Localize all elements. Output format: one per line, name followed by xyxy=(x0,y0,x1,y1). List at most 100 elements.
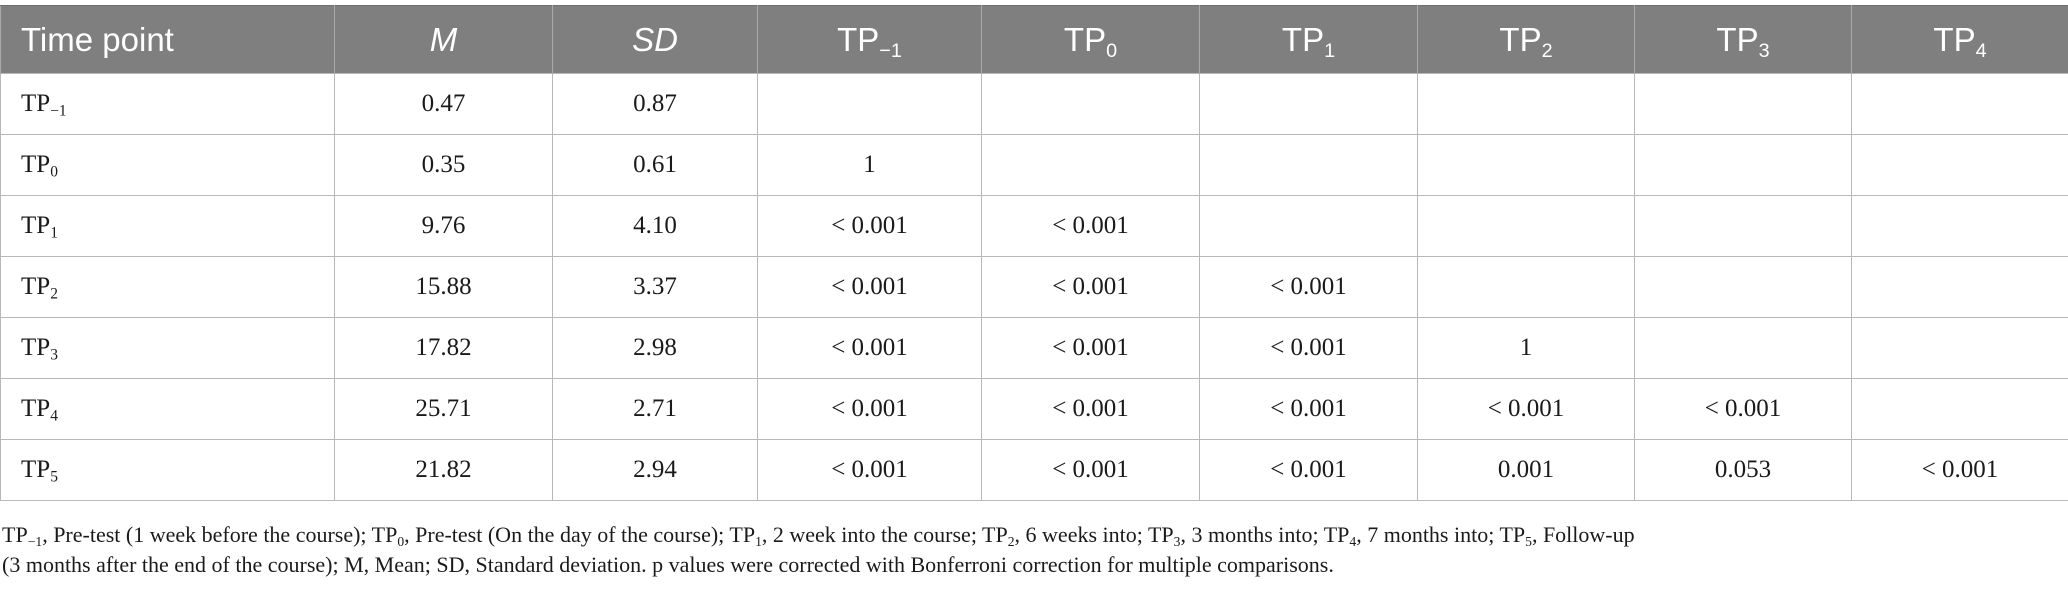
cell-p-value: < 0.001 xyxy=(981,439,1200,501)
footnote-term-sub: 5 xyxy=(1525,533,1532,549)
footnote-term-text: , 6 weeks into; xyxy=(1014,522,1148,547)
row-time-point: TP4 xyxy=(0,378,335,440)
results-table-container: Time point M SD TP−1 TP0 TP1 TP2 TP3 TP4… xyxy=(0,5,2068,501)
table-row: TP5 21.82 2.94 < 0.001 < 0.001 < 0.001 0.001 0.… xyxy=(0,439,2068,501)
footnote-term-base: TP xyxy=(2,522,28,547)
cell-p-value: 0.001 xyxy=(1417,439,1635,501)
cell-p-value xyxy=(1851,73,2068,135)
header-tp-base: TP xyxy=(1716,20,1759,58)
header-time-point: Time point xyxy=(0,5,335,74)
footnote-term-text: , Follow-up xyxy=(1531,522,1635,547)
cell-p-value: < 0.001 xyxy=(757,256,982,318)
cell-p-value: < 0.001 xyxy=(1199,378,1418,440)
row-time-point-base: TP xyxy=(21,395,51,422)
cell-p-value xyxy=(1851,134,2068,196)
cell-p-value: < 0.001 xyxy=(757,195,982,257)
table-row: TP1 9.76 4.10 < 0.001 < 0.001 xyxy=(0,195,2068,257)
cell-p-value: < 0.001 xyxy=(757,378,982,440)
header-tp-base: TP xyxy=(1933,20,1976,58)
header-sd: SD xyxy=(552,5,758,74)
cell-p-value xyxy=(1634,134,1852,196)
header-tp-col: TP−1 xyxy=(757,5,982,74)
header-tp-sub: −1 xyxy=(879,39,902,62)
row-time-point: TP0 xyxy=(0,134,335,196)
footnote-line-1: TP−1, Pre-test (1 week before the course… xyxy=(2,520,2062,550)
cell-p-value: < 0.001 xyxy=(1634,378,1852,440)
cell-sd: 2.98 xyxy=(552,317,758,379)
cell-sd: 3.37 xyxy=(552,256,758,318)
cell-p-value: < 0.001 xyxy=(1851,439,2068,501)
footnote-term-text: , 3 months into; xyxy=(1180,522,1324,547)
cell-sd: 2.71 xyxy=(552,378,758,440)
cell-p-value xyxy=(1199,195,1418,257)
row-time-point: TP1 xyxy=(0,195,335,257)
cell-p-value: < 0.001 xyxy=(1199,317,1418,379)
footnote-term-base: TP xyxy=(982,522,1008,547)
table-row: TP4 25.71 2.71 < 0.001 < 0.001 < 0.001 < 0.001… xyxy=(0,378,2068,440)
header-mean: M xyxy=(334,5,553,74)
cell-p-value xyxy=(1634,317,1852,379)
row-time-point-sub: 3 xyxy=(50,346,58,364)
footnote-term-sub: −1 xyxy=(27,533,43,549)
footnote-term-text: , Pre-test (On the day of the course); xyxy=(404,522,730,547)
cell-mean: 15.88 xyxy=(334,256,553,318)
header-tp-base: TP xyxy=(837,20,880,58)
footnote-term-sub: 1 xyxy=(755,533,762,549)
row-time-point-base: TP xyxy=(21,151,51,178)
table-footnote: TP−1, Pre-test (1 week before the course… xyxy=(0,520,2062,580)
row-time-point: TP−1 xyxy=(0,73,335,135)
cell-p-value xyxy=(1199,134,1418,196)
header-tp-base: TP xyxy=(1281,20,1325,58)
header-tp-base: TP xyxy=(1063,20,1107,58)
cell-sd: 0.87 xyxy=(552,73,758,135)
cell-p-value: < 0.001 xyxy=(1199,439,1418,501)
footnote-term-sub: 3 xyxy=(1173,533,1181,549)
table-row: TP2 15.88 3.37 < 0.001 < 0.001 < 0.001 xyxy=(0,256,2068,318)
cell-p-value xyxy=(1851,317,2068,379)
cell-p-value xyxy=(1634,73,1852,135)
cell-p-value xyxy=(1634,256,1852,318)
cell-mean: 0.35 xyxy=(334,134,553,196)
footnote-term-base: TP xyxy=(1499,522,1526,547)
header-tp-col: TP0 xyxy=(981,5,1200,74)
header-tp-sub: 0 xyxy=(1106,39,1118,62)
table-body: TP−1 0.47 0.87 TP0 0.35 0.61 1 TP1 9.76 4.10 < 0.0… xyxy=(0,73,2068,501)
cell-mean: 9.76 xyxy=(334,195,553,257)
cell-p-value: < 0.001 xyxy=(1199,256,1418,318)
row-time-point-sub: 5 xyxy=(50,468,58,486)
table-header-row: Time point M SD TP−1 TP0 TP1 TP2 TP3 TP4 xyxy=(0,5,2068,74)
footnote-term-base: TP xyxy=(371,522,398,547)
row-time-point-base: TP xyxy=(21,90,51,117)
cell-p-value: 0.053 xyxy=(1634,439,1852,501)
cell-p-value: < 0.001 xyxy=(1417,378,1635,440)
footnote-term-sub: 0 xyxy=(397,533,405,549)
cell-p-value: 1 xyxy=(1417,317,1635,379)
footnote-term-base: TP xyxy=(1147,522,1174,547)
cell-mean: 0.47 xyxy=(334,73,553,135)
cell-p-value xyxy=(757,73,982,135)
cell-p-value xyxy=(1417,256,1635,318)
pairwise-comparison-table: Time point M SD TP−1 TP0 TP1 TP2 TP3 TP4… xyxy=(0,5,2068,501)
header-tp-col: TP2 xyxy=(1417,5,1635,74)
cell-p-value: < 0.001 xyxy=(981,317,1200,379)
footnote-term-sub: 2 xyxy=(1007,533,1015,549)
row-time-point: TP2 xyxy=(0,256,335,318)
footnote-term-text: , 2 week into the course; xyxy=(761,522,983,547)
header-tp-sub: 4 xyxy=(1975,39,1987,62)
cell-mean: 25.71 xyxy=(334,378,553,440)
cell-p-value: < 0.001 xyxy=(757,439,982,501)
header-tp-sub: 2 xyxy=(1541,39,1553,62)
cell-mean: 21.82 xyxy=(334,439,553,501)
cell-p-value xyxy=(1851,256,2068,318)
cell-p-value xyxy=(981,134,1200,196)
footnote-term-text: , 7 months into; xyxy=(1356,522,1500,547)
cell-p-value xyxy=(1417,73,1635,135)
footnote-line-2: (3 months after the end of the course); … xyxy=(2,552,1334,577)
footnote-term-sub: 4 xyxy=(1349,533,1357,549)
cell-p-value xyxy=(1851,378,2068,440)
footnote-term-text: , Pre-test (1 week before the course); xyxy=(42,522,372,547)
cell-p-value xyxy=(1417,134,1635,196)
table-row: TP3 17.82 2.98 < 0.001 < 0.001 < 0.001 1 xyxy=(0,317,2068,379)
header-tp-sub: 3 xyxy=(1758,39,1770,62)
row-time-point-base: TP xyxy=(21,334,51,361)
